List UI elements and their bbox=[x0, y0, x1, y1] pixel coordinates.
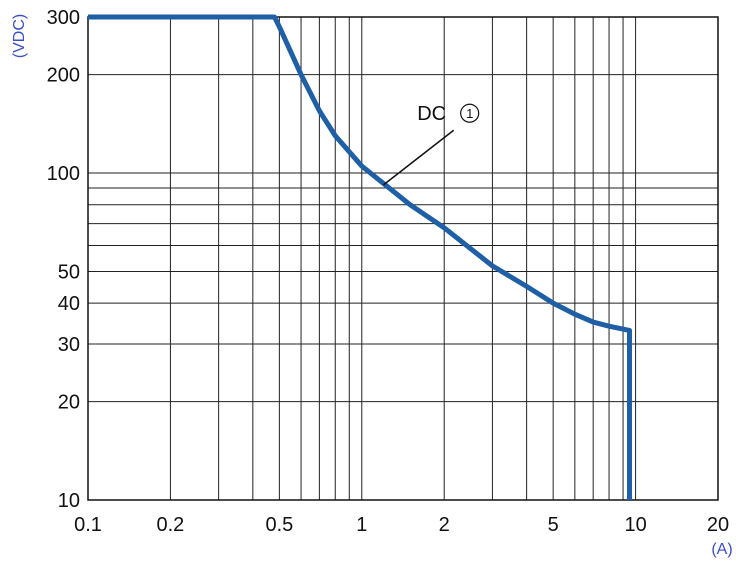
x-axis-unit-label: (A) bbox=[711, 541, 732, 558]
y-tick-label: 10 bbox=[58, 490, 80, 512]
y-axis-unit-label: (VDC) bbox=[11, 14, 28, 58]
x-tick-label: 1 bbox=[356, 514, 367, 536]
y-tick-label: 20 bbox=[58, 392, 80, 414]
annotation-marker-circle bbox=[460, 103, 480, 123]
x-tick-label: 10 bbox=[624, 514, 646, 536]
annotation-layer: DC 1 bbox=[383, 103, 480, 186]
x-tick-label: 2 bbox=[439, 514, 450, 536]
y-tick-label: 30 bbox=[58, 334, 80, 356]
series-line-dc bbox=[88, 14, 632, 500]
series-layer bbox=[88, 14, 632, 500]
x-tick-label: 0.1 bbox=[74, 514, 102, 536]
annotation-label: DC bbox=[417, 103, 446, 125]
x-tick-label: 20 bbox=[707, 514, 729, 536]
y-tick-label: 100 bbox=[47, 163, 80, 185]
annotation-leader-line bbox=[383, 129, 455, 186]
x-grid bbox=[87, 17, 719, 500]
x-tick-label: 5 bbox=[548, 514, 559, 536]
x-tick-labels: 0.1 0.2 0.5 1 2 5 10 20 bbox=[74, 514, 729, 536]
y-tick-label: 300 bbox=[47, 7, 80, 29]
y-tick-labels: 10 20 30 40 50 100 200 300 bbox=[47, 7, 80, 512]
y-tick-label: 40 bbox=[58, 293, 80, 315]
plot-frame bbox=[87, 16, 719, 501]
annotation-marker-number: 1 bbox=[466, 106, 473, 121]
y-tick-label: 50 bbox=[58, 261, 80, 283]
x-tick-label: 0.5 bbox=[265, 514, 293, 536]
x-tick-label: 0.2 bbox=[157, 514, 185, 536]
plot-border bbox=[87, 16, 719, 501]
y-tick-label: 200 bbox=[47, 65, 80, 87]
